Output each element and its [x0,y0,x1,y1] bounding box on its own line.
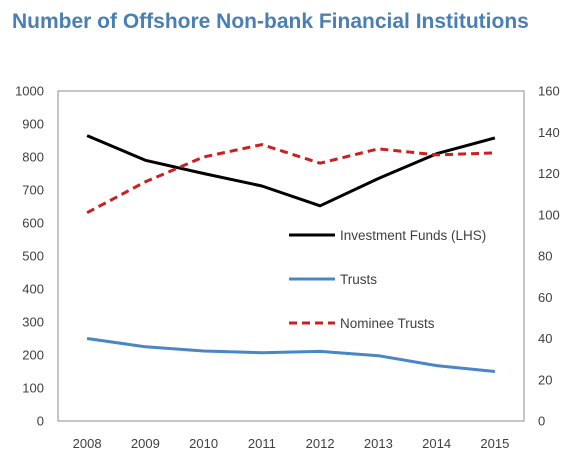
legend-label: Trusts [340,272,377,287]
right-y-tick-label: 0 [538,414,545,429]
right-y-tick-label: 60 [538,290,552,305]
x-tick-label: 2015 [480,436,509,451]
left-y-tick-label: 100 [22,381,44,396]
x-tick-label: 2009 [131,436,160,451]
left-y-tick-label: 200 [22,348,44,363]
plot-area-frame [57,90,525,422]
right-y-axis: 0 20 40 60 80 100 120 140 160 [538,84,560,429]
series-line-trusts [86,337,496,373]
series-line-nominee-trusts [86,143,495,215]
left-y-tick-label: 700 [22,183,44,198]
chart-title: Number of Offshore Non-bank Financial In… [12,10,529,33]
left-y-tick-label: 900 [22,117,44,132]
left-y-axis: 0 100 200 300 400 500 600 700 800 900 1000 [15,84,44,429]
series-line-investment-funds-lhs [86,134,496,208]
x-tick-label: 2012 [306,436,335,451]
legend-label: Investment Funds (LHS) [340,228,486,243]
left-y-tick-label: 300 [22,315,44,330]
right-y-tick-label: 80 [538,249,552,264]
left-y-tick-label: 1000 [15,84,44,99]
x-axis: 2008 2009 2010 2011 2012 2013 2014 2015 [73,436,510,451]
x-tick-label: 2010 [189,436,218,451]
left-y-tick-label: 0 [37,414,44,429]
right-y-tick-label: 20 [538,372,552,387]
legend: Investment Funds (LHS) Trusts Nominee Trus… [289,228,486,331]
left-y-tick-label: 600 [22,216,44,231]
right-y-tick-label: 100 [538,207,560,222]
series-layer [86,134,496,373]
x-tick-label: 2011 [248,436,276,451]
right-y-tick-label: 160 [538,84,560,99]
right-y-tick-label: 140 [538,125,560,140]
left-y-tick-label: 800 [22,150,44,165]
x-tick-label: 2013 [364,436,393,451]
left-y-tick-label: 400 [22,282,44,297]
left-y-tick-label: 500 [22,249,44,264]
x-tick-label: 2014 [422,436,451,451]
right-y-tick-label: 120 [538,166,560,181]
legend-label: Nominee Trusts [340,316,435,331]
right-y-tick-label: 40 [538,331,552,346]
x-tick-label: 2008 [73,436,102,451]
